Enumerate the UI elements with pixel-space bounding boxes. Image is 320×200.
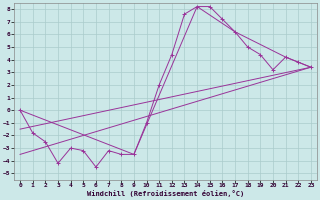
X-axis label: Windchill (Refroidissement éolien,°C): Windchill (Refroidissement éolien,°C) bbox=[87, 190, 244, 197]
